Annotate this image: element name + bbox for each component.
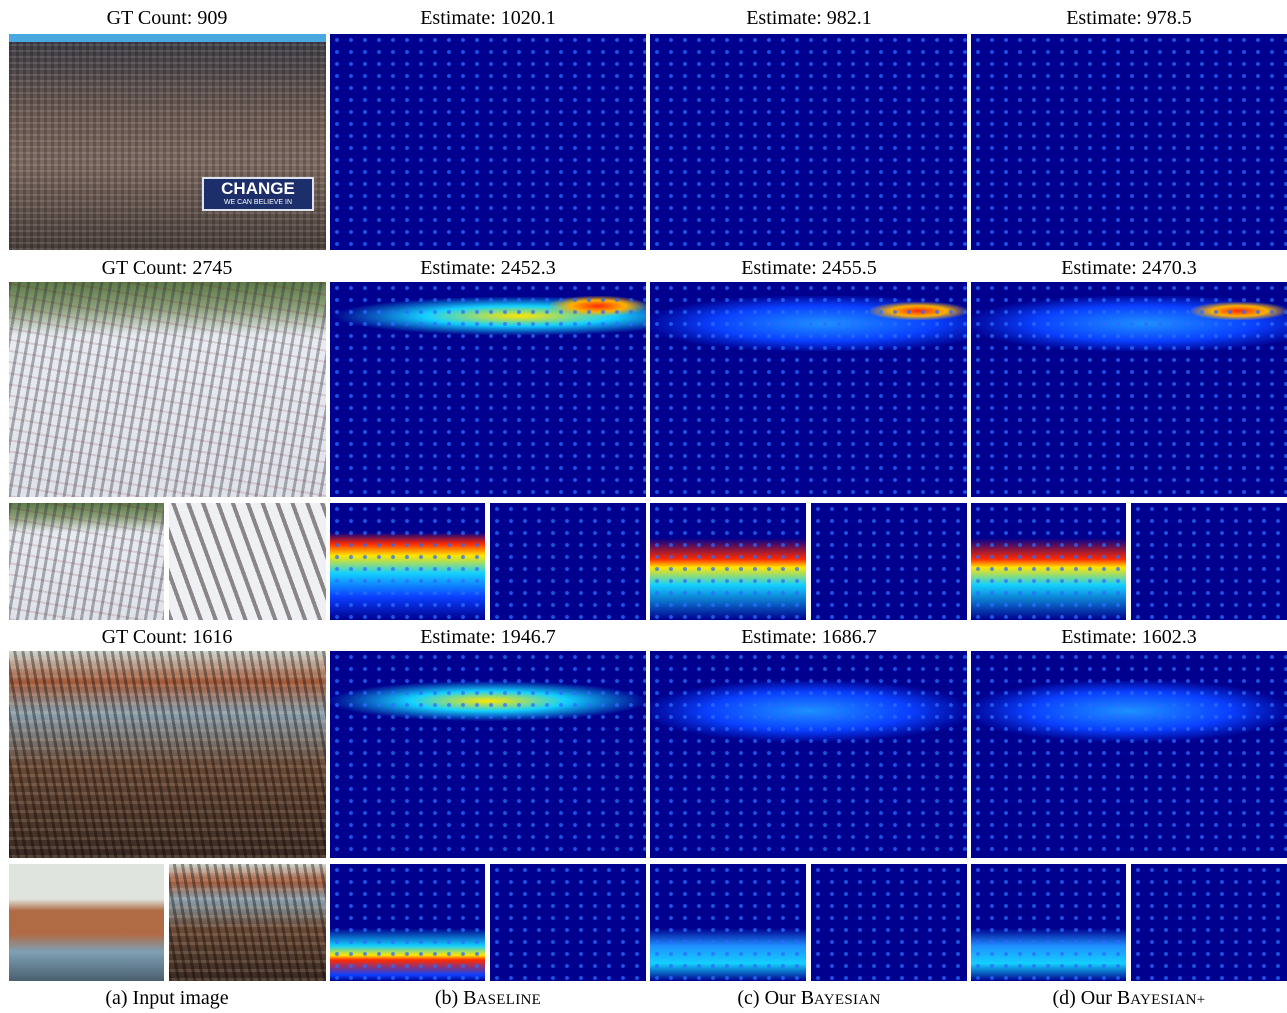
estimate-label-row1-bayesian-plus: Estimate: 978.5 [1066,7,1192,29]
density-map-row1-baseline [330,34,646,250]
input-crop-row3-far [9,864,164,981]
density-crop-row3-bayesian-plus-far [971,864,1126,981]
density-map-row1-bayesian [650,34,967,250]
estimate-label-row1-baseline: Estimate: 1020.1 [420,7,556,29]
input-crop-row2-far [9,503,164,620]
estimate-label-row3-bayesian: Estimate: 1686.7 [741,626,877,648]
estimate-label-row3-bayesian-plus: Estimate: 1602.3 [1061,626,1197,648]
input-image-row1: CHANGE WE CAN BELIEVE IN [9,34,326,250]
banner-subtitle: WE CAN BELIEVE IN [223,199,293,206]
heat-band [330,681,646,721]
density-crop-row2-baseline-near [490,503,646,620]
estimate-label-row3-baseline: Estimate: 1946.7 [420,626,556,648]
input-crop-row3-near [169,864,326,981]
density-map-row3-bayesian-plus [971,651,1287,858]
caption-baseline-rest: ASELINE [476,992,542,1008]
heat-band [971,296,1287,351]
estimate-label-row2-bayesian-plus: Estimate: 2470.3 [1061,257,1197,279]
caption-bayesian-plus-prefix: (d) Our B [1052,987,1131,1009]
caption-bayesian-rest: AYESIAN [814,992,881,1008]
caption-bayesian-plus: (d) Our BAYESIAN+ [970,986,1287,1012]
caption-bayesian-plus-rest: AYESIAN+ [1130,992,1206,1008]
density-crop-row2-bayesian-plus-near [1131,503,1287,620]
input-image-row2 [9,282,326,497]
density-crop-row2-bayesian-far [650,503,806,620]
heat-band [971,681,1287,741]
density-crop-row2-bayesian-near [811,503,967,620]
density-crop-row3-bayesian-plus-near [1131,864,1287,981]
gt-count-label-row3: GT Count: 1616 [101,626,233,648]
hotspot [870,302,967,320]
hotspot [550,296,646,316]
density-map-row3-bayesian [650,651,967,858]
density-crop-row3-baseline-near [490,864,646,981]
density-crop-row2-baseline-far [330,503,485,620]
density-map-row2-bayesian [650,282,967,497]
caption-baseline: (b) BASELINE [329,986,647,1012]
density-crop-row2-bayesian-plus-far [971,503,1126,620]
density-map-row1-bayesian-plus [971,34,1287,250]
caption-bayesian: (c) Our BAYESIAN [650,986,968,1012]
heat-band [650,296,967,351]
input-crop-row2-near [169,503,326,620]
estimate-label-row1-bayesian: Estimate: 982.1 [746,7,872,29]
gt-count-label-row2: GT Count: 2745 [101,257,233,279]
density-crop-row3-baseline-far [330,864,485,981]
caption-input-image: (a) Input image [105,987,229,1009]
caption-bayesian-prefix: (c) Our B [737,987,815,1009]
density-crop-row3-bayesian-near [811,864,967,981]
density-map-row2-bayesian-plus [971,282,1287,497]
density-crop-row3-bayesian-far [650,864,806,981]
change-banner: CHANGE WE CAN BELIEVE IN [202,177,314,211]
heat-band [330,296,646,336]
stadium-rim [9,34,326,42]
caption-baseline-prefix: (b) B [434,987,477,1009]
estimate-label-row2-bayesian: Estimate: 2455.5 [741,257,877,279]
hotspot [1191,302,1287,320]
input-image-row3 [9,651,326,858]
banner-title: CHANGE [221,179,295,198]
gt-count-label-row1: GT Count: 909 [106,7,228,29]
density-map-row3-baseline [330,651,646,858]
density-map-row2-baseline [330,282,646,497]
heat-band [650,681,967,741]
estimate-label-row2-baseline: Estimate: 2452.3 [420,257,556,279]
